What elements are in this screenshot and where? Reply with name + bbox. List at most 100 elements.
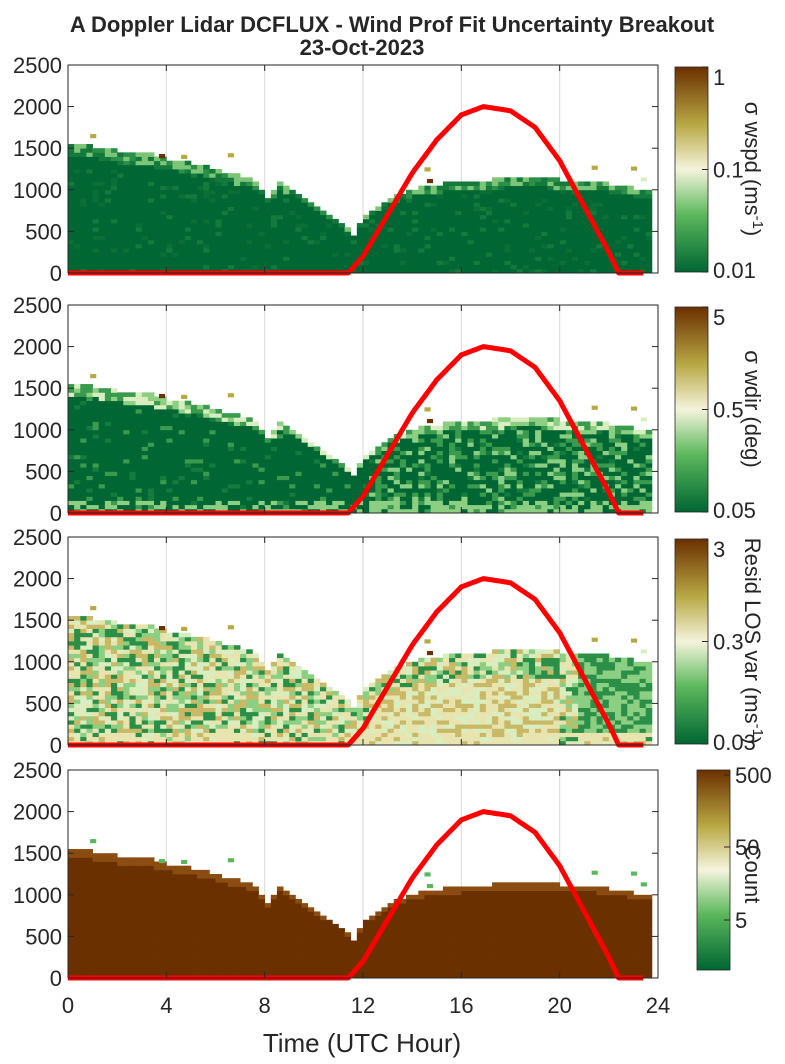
heatmap-cell — [209, 496, 216, 501]
heatmap-cell — [86, 501, 93, 506]
heatmap-cell — [283, 488, 290, 493]
heatmap-cell — [314, 240, 321, 245]
heatmap-cell — [424, 407, 430, 411]
heatmap-cell — [117, 484, 124, 489]
heatmap-cell — [160, 236, 167, 241]
heatmap-cell — [148, 446, 155, 451]
heatmap-cell — [142, 674, 149, 679]
heatmap-cell — [216, 455, 223, 460]
heatmap-cell — [148, 430, 155, 435]
heatmap-cell — [541, 476, 548, 481]
heatmap-cell — [123, 261, 130, 266]
heatmap-cell — [609, 434, 616, 439]
heatmap-cell — [240, 256, 247, 261]
heatmap-cell — [203, 202, 210, 207]
heatmap-cell — [381, 442, 388, 447]
heatmap-cell — [222, 476, 229, 481]
heatmap-cell — [437, 244, 444, 249]
heatmap-cell — [105, 653, 112, 658]
heatmap-cell — [234, 471, 241, 476]
heatmap-cell — [154, 488, 161, 493]
heatmap-cell — [302, 265, 309, 270]
heatmap-cell — [431, 434, 438, 439]
heatmap-cell — [129, 252, 136, 257]
heatmap-cell — [74, 202, 81, 207]
heatmap-cell — [93, 413, 100, 418]
heatmap-cell — [633, 492, 640, 497]
heatmap-cell — [99, 716, 106, 721]
heatmap-cell — [252, 181, 259, 186]
heatmap-cell — [179, 728, 186, 733]
heatmap-cell — [148, 728, 155, 733]
heatmap-cell — [271, 476, 278, 481]
heatmap-cell — [461, 501, 468, 506]
heatmap-cell — [191, 426, 198, 431]
heatmap-cell — [123, 186, 130, 191]
heatmap-cell — [517, 434, 524, 439]
heatmap-cell — [271, 467, 278, 472]
heatmap-cell — [554, 434, 561, 439]
heatmap-cell — [246, 244, 253, 249]
heatmap-cell — [197, 703, 204, 708]
heatmap-cell — [185, 248, 192, 253]
heatmap-cell — [80, 413, 87, 418]
heatmap-cell — [123, 691, 130, 696]
heatmap-cell — [345, 467, 352, 472]
heatmap-cell — [123, 505, 130, 510]
heatmap-cell — [123, 728, 130, 733]
heatmap-cell — [191, 417, 198, 422]
heatmap-cell — [418, 430, 425, 435]
heatmap-cell — [216, 215, 223, 220]
heatmap-cell — [455, 484, 462, 489]
heatmap-cell — [99, 653, 106, 658]
heatmap-cell — [308, 501, 315, 506]
heatmap-cell — [467, 211, 474, 216]
heatmap-cell — [142, 186, 149, 191]
heatmap-cell — [166, 476, 173, 481]
heatmap-cell — [136, 459, 143, 464]
heatmap-cell — [621, 194, 628, 199]
heatmap-cell — [105, 488, 112, 493]
heatmap-cell — [129, 409, 136, 414]
heatmap-cell — [246, 438, 253, 443]
heatmap-cell — [541, 442, 548, 447]
heatmap-cell — [320, 471, 327, 476]
heatmap-cell — [160, 691, 167, 696]
heatmap-cell — [216, 173, 223, 178]
heatmap-cell — [105, 492, 112, 497]
heatmap-cell — [123, 471, 130, 476]
heatmap-cell — [289, 434, 296, 439]
heatmap-cell — [117, 496, 124, 501]
heatmap-cell — [326, 484, 333, 489]
heatmap-cell — [394, 227, 401, 232]
heatmap-cell — [523, 417, 530, 422]
heatmap-cell — [68, 401, 75, 406]
heatmap-cell — [148, 476, 155, 481]
heatmap-cell — [646, 252, 653, 257]
heatmap-cell — [191, 421, 198, 426]
heatmap-cell — [252, 194, 259, 199]
heatmap-cell — [437, 202, 444, 207]
heatmap-cell — [554, 202, 561, 207]
heatmap-cell — [283, 219, 290, 224]
heatmap-cell — [504, 256, 511, 261]
heatmap-cell — [640, 434, 647, 439]
heatmap-cell — [584, 181, 591, 186]
heatmap-cell — [172, 641, 179, 646]
heatmap-cell — [277, 194, 284, 199]
heatmap-cell — [99, 674, 106, 679]
heatmap-cell — [412, 438, 419, 443]
heatmap-cell — [578, 181, 585, 186]
heatmap-cell — [172, 426, 179, 431]
heatmap-cell — [271, 471, 278, 476]
heatmap-cell — [511, 227, 518, 232]
heatmap-cell — [154, 451, 161, 456]
heatmap-cell — [93, 649, 100, 654]
heatmap-cell — [492, 231, 499, 236]
heatmap-cell — [148, 678, 155, 683]
heatmap-cell — [590, 430, 597, 435]
heatmap-cell — [418, 261, 425, 266]
heatmap-cell — [259, 223, 266, 228]
heatmap-cell — [443, 190, 450, 195]
heatmap-cell — [228, 202, 235, 207]
